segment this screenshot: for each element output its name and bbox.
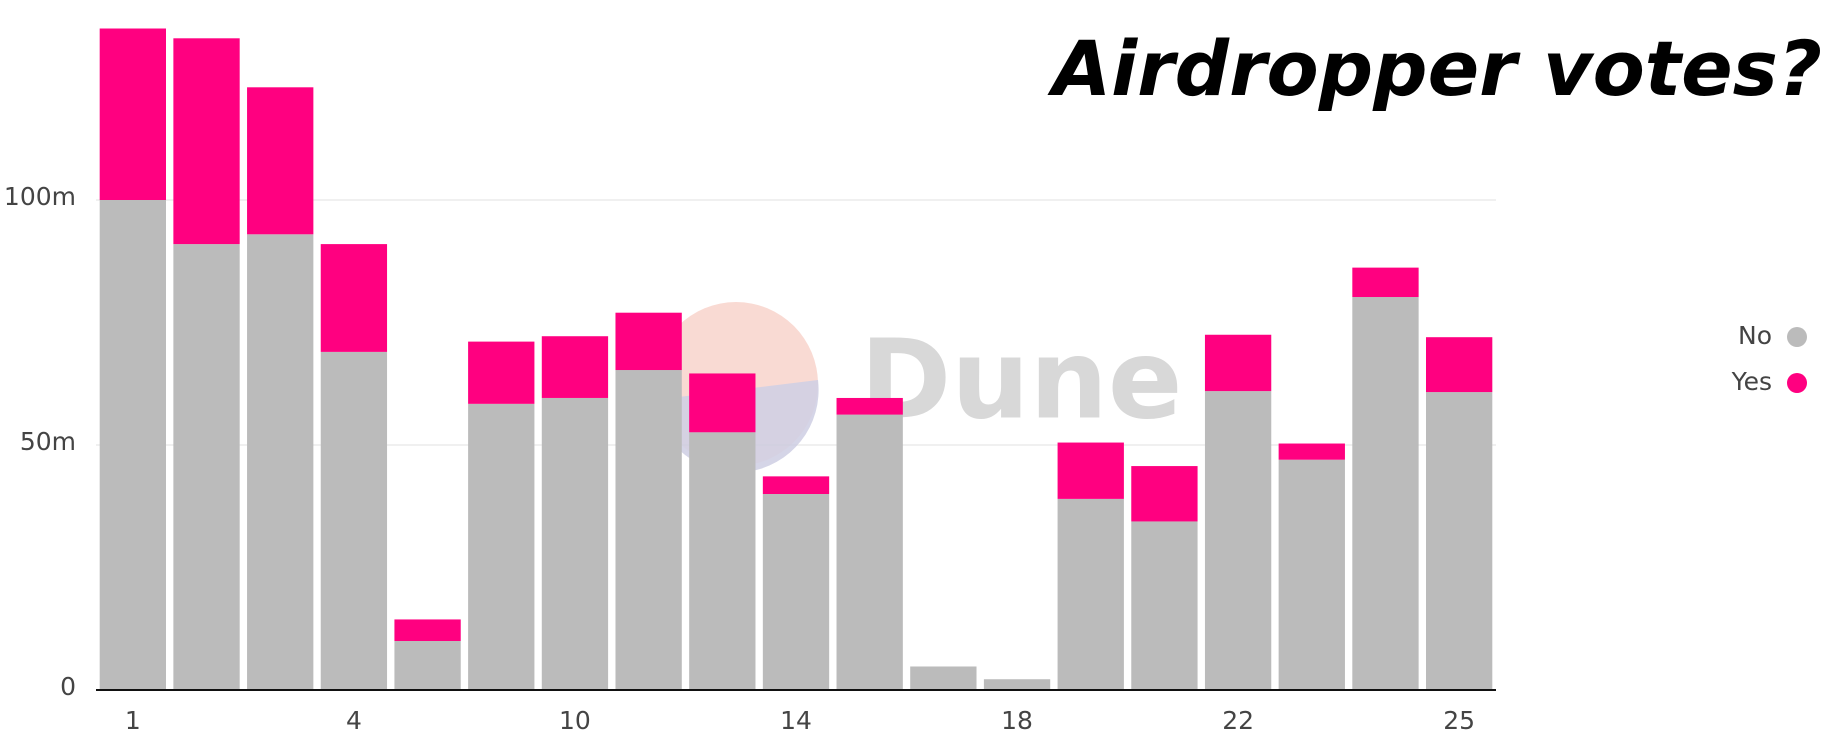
bar-segment bbox=[320, 244, 388, 352]
bar-segment bbox=[983, 679, 1051, 690]
watermark: Dune bbox=[860, 315, 1183, 443]
bar-segment bbox=[1426, 392, 1493, 690]
bar-segment bbox=[762, 494, 830, 690]
bar-segment bbox=[1278, 459, 1345, 690]
y-tick-label: 50m bbox=[20, 427, 76, 456]
bar-segment bbox=[836, 414, 903, 690]
bar-segment bbox=[394, 619, 461, 641]
x-tick-label: 4 bbox=[346, 706, 362, 735]
x-tick-label: 1 bbox=[125, 706, 141, 735]
x-tick-label: 18 bbox=[1001, 706, 1033, 735]
bar-segment bbox=[1352, 297, 1419, 690]
bar-segment bbox=[468, 403, 535, 690]
bar-segment bbox=[173, 38, 240, 245]
legend-swatch bbox=[1787, 373, 1807, 393]
bar-segment bbox=[1204, 391, 1272, 690]
bar-segment bbox=[1131, 466, 1198, 522]
legend-label: Yes bbox=[1731, 367, 1772, 396]
x-tick-label: 14 bbox=[780, 706, 812, 735]
legend-swatch bbox=[1787, 327, 1807, 347]
bar-segment bbox=[762, 476, 830, 494]
bar-segment bbox=[1057, 498, 1124, 690]
x-tick-label: 22 bbox=[1222, 706, 1254, 735]
bar-segment bbox=[615, 370, 682, 690]
bar-segment bbox=[541, 336, 609, 398]
bar-segment bbox=[689, 373, 756, 433]
bar-segment bbox=[1278, 443, 1345, 460]
bar-segment bbox=[173, 244, 240, 690]
legend-label: No bbox=[1738, 321, 1772, 350]
y-tick-label: 0 bbox=[60, 672, 76, 701]
bar-segment bbox=[247, 234, 314, 691]
bar-segment bbox=[468, 341, 535, 404]
x-tick-label: 10 bbox=[559, 706, 591, 735]
bar-segment bbox=[615, 312, 682, 371]
bar-segment bbox=[99, 28, 166, 200]
bar-segment bbox=[1426, 337, 1493, 393]
bar-segment bbox=[836, 397, 903, 415]
bar-segment bbox=[247, 87, 314, 235]
bar-segment bbox=[1057, 442, 1124, 499]
chart-title: Airdropper votes? bbox=[1047, 24, 1822, 113]
y-tick-label: 100m bbox=[4, 182, 76, 211]
bar-segment bbox=[320, 351, 388, 690]
bar-segment bbox=[910, 666, 977, 690]
bar-segment bbox=[99, 200, 166, 690]
bar-segment bbox=[541, 397, 609, 690]
bar-segment bbox=[394, 641, 461, 690]
bar-segment bbox=[1131, 521, 1198, 690]
bar-segment bbox=[689, 432, 756, 690]
bar-segment bbox=[1352, 267, 1419, 298]
bar-segment bbox=[1204, 334, 1272, 392]
x-tick-label: 25 bbox=[1443, 706, 1475, 735]
